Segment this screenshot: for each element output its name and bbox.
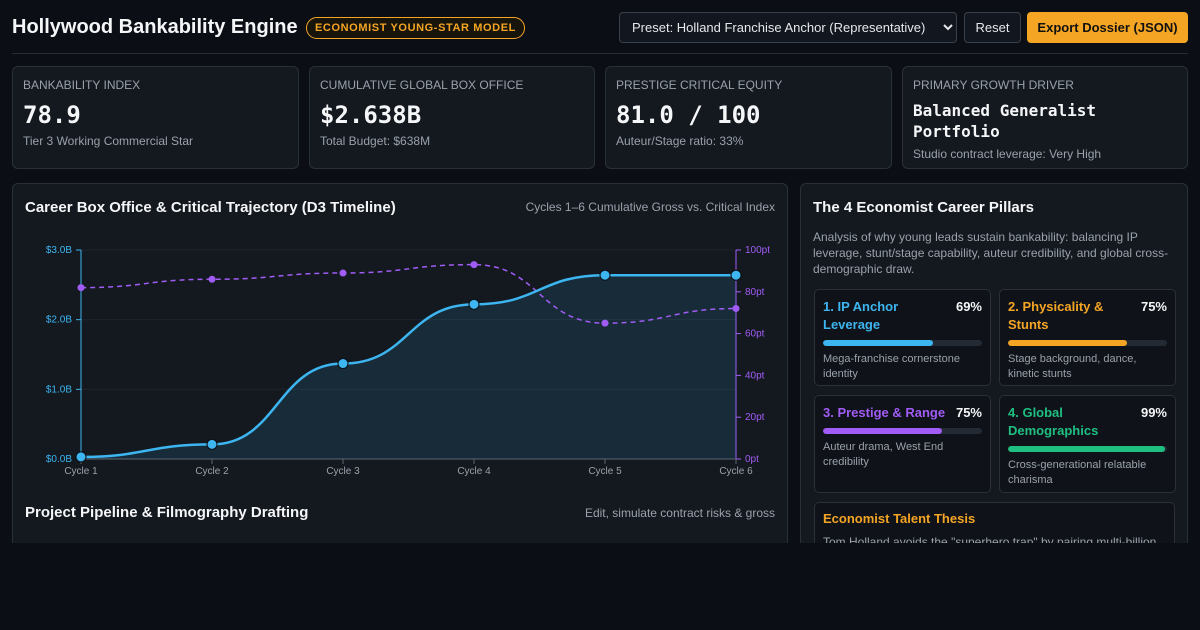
kpi-sub: Studio contract leverage: Very High: [913, 147, 1102, 161]
x-tick-label: Cycle 5: [588, 466, 622, 477]
header: Hollywood Bankability Engine ECONOMIST Y…: [12, 12, 1188, 44]
critical-index-point: [208, 275, 216, 283]
cumulative-gross-point: [468, 298, 480, 310]
pillar-description: Stage background, dance, kinetic stunts: [1008, 353, 1137, 380]
pillar-bar: [1008, 446, 1167, 452]
trajectory-note: Cycles 1–6 Cumulative Gross vs. Critical…: [525, 200, 775, 214]
pillar-description: Mega-franchise cornerstone identity: [823, 353, 960, 380]
pillar-bar-fill: [823, 340, 933, 346]
app-title: Hollywood Bankability Engine: [12, 16, 298, 38]
pillars-intro: Analysis of why young leads sustain bank…: [813, 230, 1169, 276]
critical-index-point: [470, 261, 478, 269]
pillar-name: 3. Prestige & Range: [823, 405, 946, 420]
cumulative-gross-point: [206, 438, 218, 450]
pillars-panel: The 4 Economist Career Pillars Analysis …: [800, 183, 1188, 563]
kpi-label: Prestige Critical Equity: [616, 78, 783, 92]
kpi-label: Bankability Index: [23, 78, 141, 92]
y-right-tick-label: 20pt: [745, 412, 765, 423]
y-left-tick-label: $1.0B: [46, 384, 72, 395]
trajectory-chart: $0.0B $1.0B $2.0B $3.0B 0pt 20pt 40pt 60pt 80pt 1…: [46, 245, 770, 477]
pillar-percent: 69%: [955, 299, 982, 314]
kpi-value: $2.638B: [320, 101, 422, 129]
y-left-tick-label: $3.0B: [46, 245, 72, 256]
cumulative-gross-point: [75, 451, 87, 463]
cumulative-gross-point: [337, 358, 349, 370]
kpi-growth-driver: Primary Growth Driver Balanced Generalis…: [902, 66, 1188, 169]
kpi-value: 81.0 / 100: [616, 101, 761, 129]
trajectory-panel: Career Box Office & Critical Trajectory …: [12, 183, 788, 563]
pillar-bar-fill: [823, 428, 943, 434]
pillar-global-demographics: 4. Global Demographics 99% Cross-generat…: [999, 395, 1176, 493]
kpi-sub: Auteur/Stage ratio: 33%: [616, 134, 744, 148]
kpi-value: 78.9: [23, 101, 81, 129]
pillars-title: The 4 Economist Career Pillars: [813, 199, 1034, 216]
x-tick-label: Cycle 1: [64, 466, 98, 477]
kpi-sub: Total Budget: $638M: [320, 134, 431, 148]
kpi-global-box-office: Cumulative Global Box Office $2.638B Tot…: [309, 66, 595, 169]
y-right-tick-label: 60pt: [745, 329, 765, 340]
pillar-prestige: 3. Prestige & Range 75% Auteur drama, We…: [814, 395, 991, 493]
y-right-tick-label: 40pt: [745, 370, 765, 381]
export-dossier-button[interactable]: Export Dossier (JSON): [1027, 12, 1188, 43]
cumulative-gross-point: [599, 269, 611, 281]
reset-button[interactable]: Reset: [964, 12, 1021, 43]
pillar-description: Cross-generational relatable charisma: [1008, 459, 1147, 486]
x-tick-label: Cycle 3: [326, 466, 360, 477]
pillar-ip-anchor: 1. IP Anchor Leverage 69% Mega-franchise…: [814, 289, 991, 386]
critical-index-point: [732, 305, 740, 313]
critical-index-line: [80, 263, 737, 324]
y-right-tick-label: 100pt: [745, 245, 770, 256]
kpi-label: Cumulative Global Box Office: [320, 78, 524, 92]
pillar-bar-fill: [1008, 446, 1166, 452]
pillar-percent: 99%: [1140, 405, 1167, 420]
cumulative-gross-point: [730, 269, 742, 281]
y-right-tick-label: 0pt: [745, 454, 759, 465]
pillar-bar-fill: [1008, 340, 1128, 346]
gross-area: [81, 275, 736, 459]
pillar-bar: [823, 428, 982, 434]
kpi-bankability-index: Bankability Index 78.9 Tier 3 Working Co…: [12, 66, 299, 169]
pillar-bar: [1008, 340, 1167, 346]
pillar-name: 2. Physicality & Stunts: [1008, 299, 1104, 332]
pillar-name: 4. Global Demographics: [1008, 405, 1099, 438]
pillar-percent: 75%: [955, 405, 982, 420]
pillar-description: Auteur drama, West End credibility: [823, 441, 944, 468]
x-tick-label: Cycle 6: [719, 466, 753, 477]
kpi-sub: Tier 3 Working Commercial Star: [23, 134, 194, 148]
y-right-tick-label: 80pt: [745, 287, 765, 298]
pipeline-title: Project Pipeline & Filmography Drafting: [25, 504, 309, 521]
critical-index-point: [339, 269, 347, 277]
critical-index-point: [601, 319, 609, 327]
thesis-title: Economist Talent Thesis: [823, 511, 976, 526]
critical-index-point: [77, 284, 85, 292]
pillar-name: 1. IP Anchor Leverage: [823, 299, 899, 332]
model-badge: ECONOMIST YOUNG-STAR MODEL: [306, 17, 525, 39]
pillar-bar: [823, 340, 982, 346]
x-tick-label: Cycle 4: [457, 466, 491, 477]
pipeline-note: Edit, simulate contract risks & gross: [584, 506, 775, 520]
kpi-label: Primary Growth Driver: [913, 78, 1074, 92]
y-left-tick-label: $2.0B: [46, 315, 72, 326]
header-divider: [12, 53, 1188, 54]
x-tick-label: Cycle 2: [195, 466, 229, 477]
kpi-prestige-equity: Prestige Critical Equity 81.0 / 100 Aute…: [605, 66, 892, 169]
viewport-bottom: [0, 543, 1200, 630]
trajectory-title: Career Box Office & Critical Trajectory …: [25, 199, 396, 216]
preset-select[interactable]: Preset: Holland Franchise Anchor (Repres…: [619, 12, 957, 43]
pillar-percent: 75%: [1140, 299, 1167, 314]
kpi-value: Balanced Generalist Portfolio: [913, 101, 1097, 141]
y-left-tick-label: $0.0B: [46, 454, 72, 465]
pillar-physicality: 2. Physicality & Stunts 75% Stage backgr…: [999, 289, 1176, 386]
